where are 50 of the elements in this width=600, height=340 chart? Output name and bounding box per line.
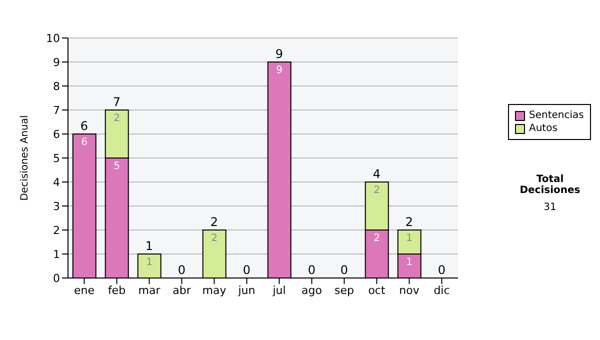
y-axis-title: Decisiones Anual [20, 115, 31, 201]
x-tick-label: sep [334, 284, 354, 297]
y-tick-label: 7 [53, 104, 60, 117]
total-label: 0 [308, 263, 316, 277]
y-tick-label: 8 [53, 80, 60, 93]
total-label: 4 [372, 167, 381, 181]
data-label: 1 [146, 257, 152, 268]
y-tick-label: 6 [53, 128, 60, 141]
total-label: 1 [145, 239, 154, 253]
text: Total Decisiones [518, 174, 582, 196]
data-label: 1 [406, 257, 412, 268]
y-tick-label: 2 [53, 224, 60, 237]
total-label: 2 [210, 215, 218, 229]
total-label: 9 [275, 47, 284, 61]
total-label: 0 [242, 263, 251, 277]
y-tick-label: 1 [53, 248, 60, 261]
x-tick-label: ene [74, 284, 95, 297]
y-tick-label: 3 [53, 200, 60, 213]
legend-label: Autos [529, 122, 558, 135]
x-tick-label: oct [368, 284, 386, 297]
total-label: 0 [178, 263, 186, 277]
data-label: 1 [406, 233, 412, 244]
x-tick-label: jul [272, 284, 286, 297]
x-tick-label: dic [434, 284, 450, 297]
x-tick-label: abr [172, 284, 192, 297]
total-label: 0 [438, 263, 446, 277]
x-tick-label: jun [237, 284, 256, 297]
x-tick-label: feb [108, 284, 126, 297]
y-tick-label: 4 [53, 176, 60, 189]
total-label: 2 [405, 215, 414, 229]
y-tick-label: 5 [53, 152, 60, 165]
data-label: 9 [276, 65, 282, 76]
total-label: 0 [340, 263, 348, 277]
y-tick-label: 0 [53, 272, 60, 285]
y-tick-label: 10 [46, 32, 60, 45]
text: 31 [542, 202, 558, 213]
data-label: 2 [374, 233, 380, 244]
total-label: 7 [112, 95, 121, 109]
x-tick-label: nov [399, 284, 420, 297]
x-tick-label: ago [302, 284, 322, 297]
x-tick-label: may [202, 284, 227, 297]
y-tick-label: 9 [53, 56, 60, 69]
legend-label: Sentencias [529, 109, 584, 122]
data-label: 2 [211, 233, 218, 244]
data-label: 5 [114, 161, 120, 172]
total-label: 6 [80, 119, 88, 133]
data-label: 6 [81, 137, 88, 148]
data-label: 2 [114, 113, 120, 124]
x-tick-label: mar [138, 284, 161, 297]
data-label: 2 [374, 185, 380, 196]
